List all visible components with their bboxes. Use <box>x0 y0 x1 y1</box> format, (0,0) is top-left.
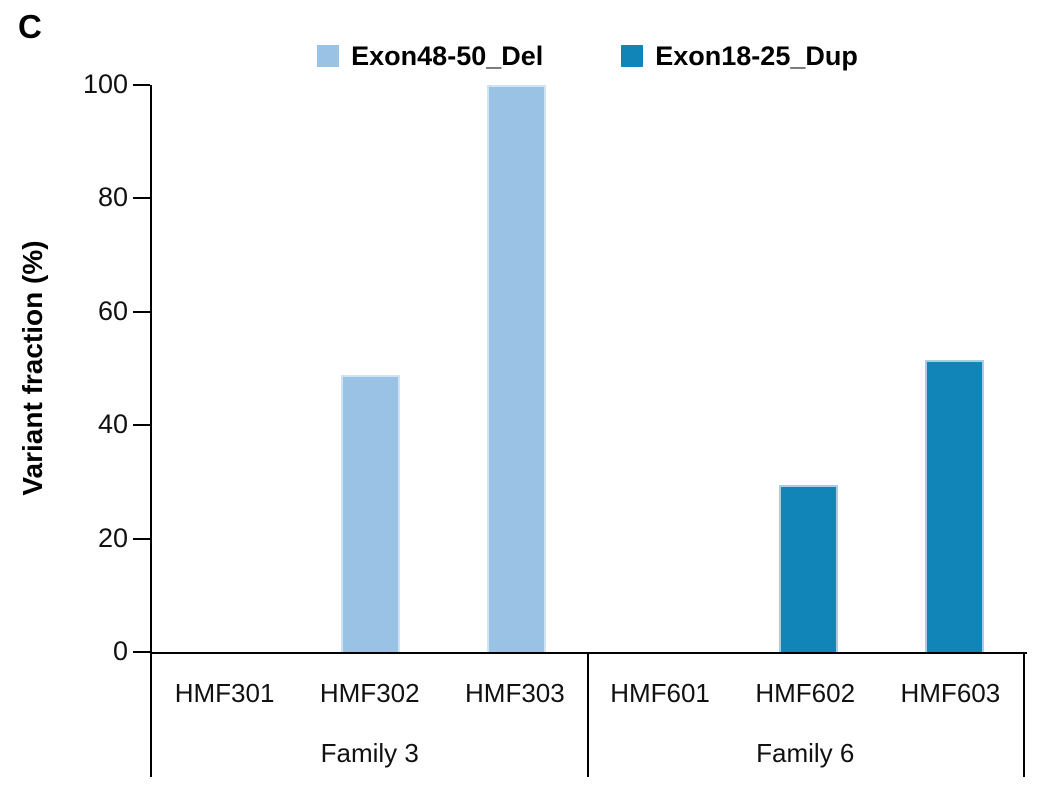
legend-label: Exon18-25_Dup <box>655 40 858 71</box>
y-axis-tick <box>133 197 150 200</box>
family-label-family-3: Family 3 <box>320 737 419 768</box>
bar-hmf302 <box>341 374 401 652</box>
panel-label: C <box>18 8 42 45</box>
legend-swatch-dark-blue-icon <box>621 45 644 67</box>
y-axis-tick <box>133 651 150 653</box>
category-label-hmf602: HMF602 <box>755 677 856 708</box>
legend-swatch-light-blue-icon <box>317 45 340 67</box>
bar-hmf303 <box>487 85 547 652</box>
bar-hmf603 <box>924 360 984 652</box>
y-axis-tick-label: 100 <box>82 68 128 99</box>
plot-area: 0 20 40 60 80 100 <box>83 69 1027 666</box>
y-axis-tick <box>133 424 150 427</box>
family-label-family-6: Family 6 <box>756 737 855 768</box>
legend-label: Exon48-50_Del <box>351 40 544 71</box>
legend-item-exon18-25-dup: Exon18-25_Dup <box>621 41 858 72</box>
category-label-hmf603: HMF603 <box>900 677 1001 708</box>
y-axis-tick <box>133 537 150 540</box>
y-axis-title: Variant fraction (%) <box>17 240 48 496</box>
y-axis-tick-label: 80 <box>97 182 128 213</box>
family-divider-line <box>586 652 589 777</box>
y-axis-tick-label: 40 <box>97 409 128 440</box>
category-label-row: HMF301 HMF302 HMF303 HMF601 HMF602 HMF603 <box>152 664 1023 722</box>
y-axis-tick <box>133 84 150 86</box>
category-label-hmf302: HMF302 <box>319 677 420 708</box>
y-axis-tick-label: 20 <box>97 522 128 553</box>
y-axis-tick <box>133 310 150 313</box>
category-label-hmf303: HMF303 <box>465 677 565 708</box>
y-axis-tick-label: 60 <box>97 295 128 326</box>
legend-item-exon48-50-del: Exon48-50_Del <box>317 41 543 72</box>
category-label-hmf601: HMF601 <box>610 677 710 708</box>
category-table: HMF301 HMF302 HMF303 HMF601 HMF602 HMF603 Fam… <box>150 652 1025 777</box>
family-label-row: Family 3 Family 6 <box>152 730 1023 776</box>
category-label-hmf301: HMF301 <box>174 677 275 708</box>
legend: Exon48-50_Del Exon18-25_Dup <box>150 40 1025 72</box>
y-axis-tick-label: 0 <box>112 635 128 666</box>
bar-hmf602 <box>778 484 838 652</box>
